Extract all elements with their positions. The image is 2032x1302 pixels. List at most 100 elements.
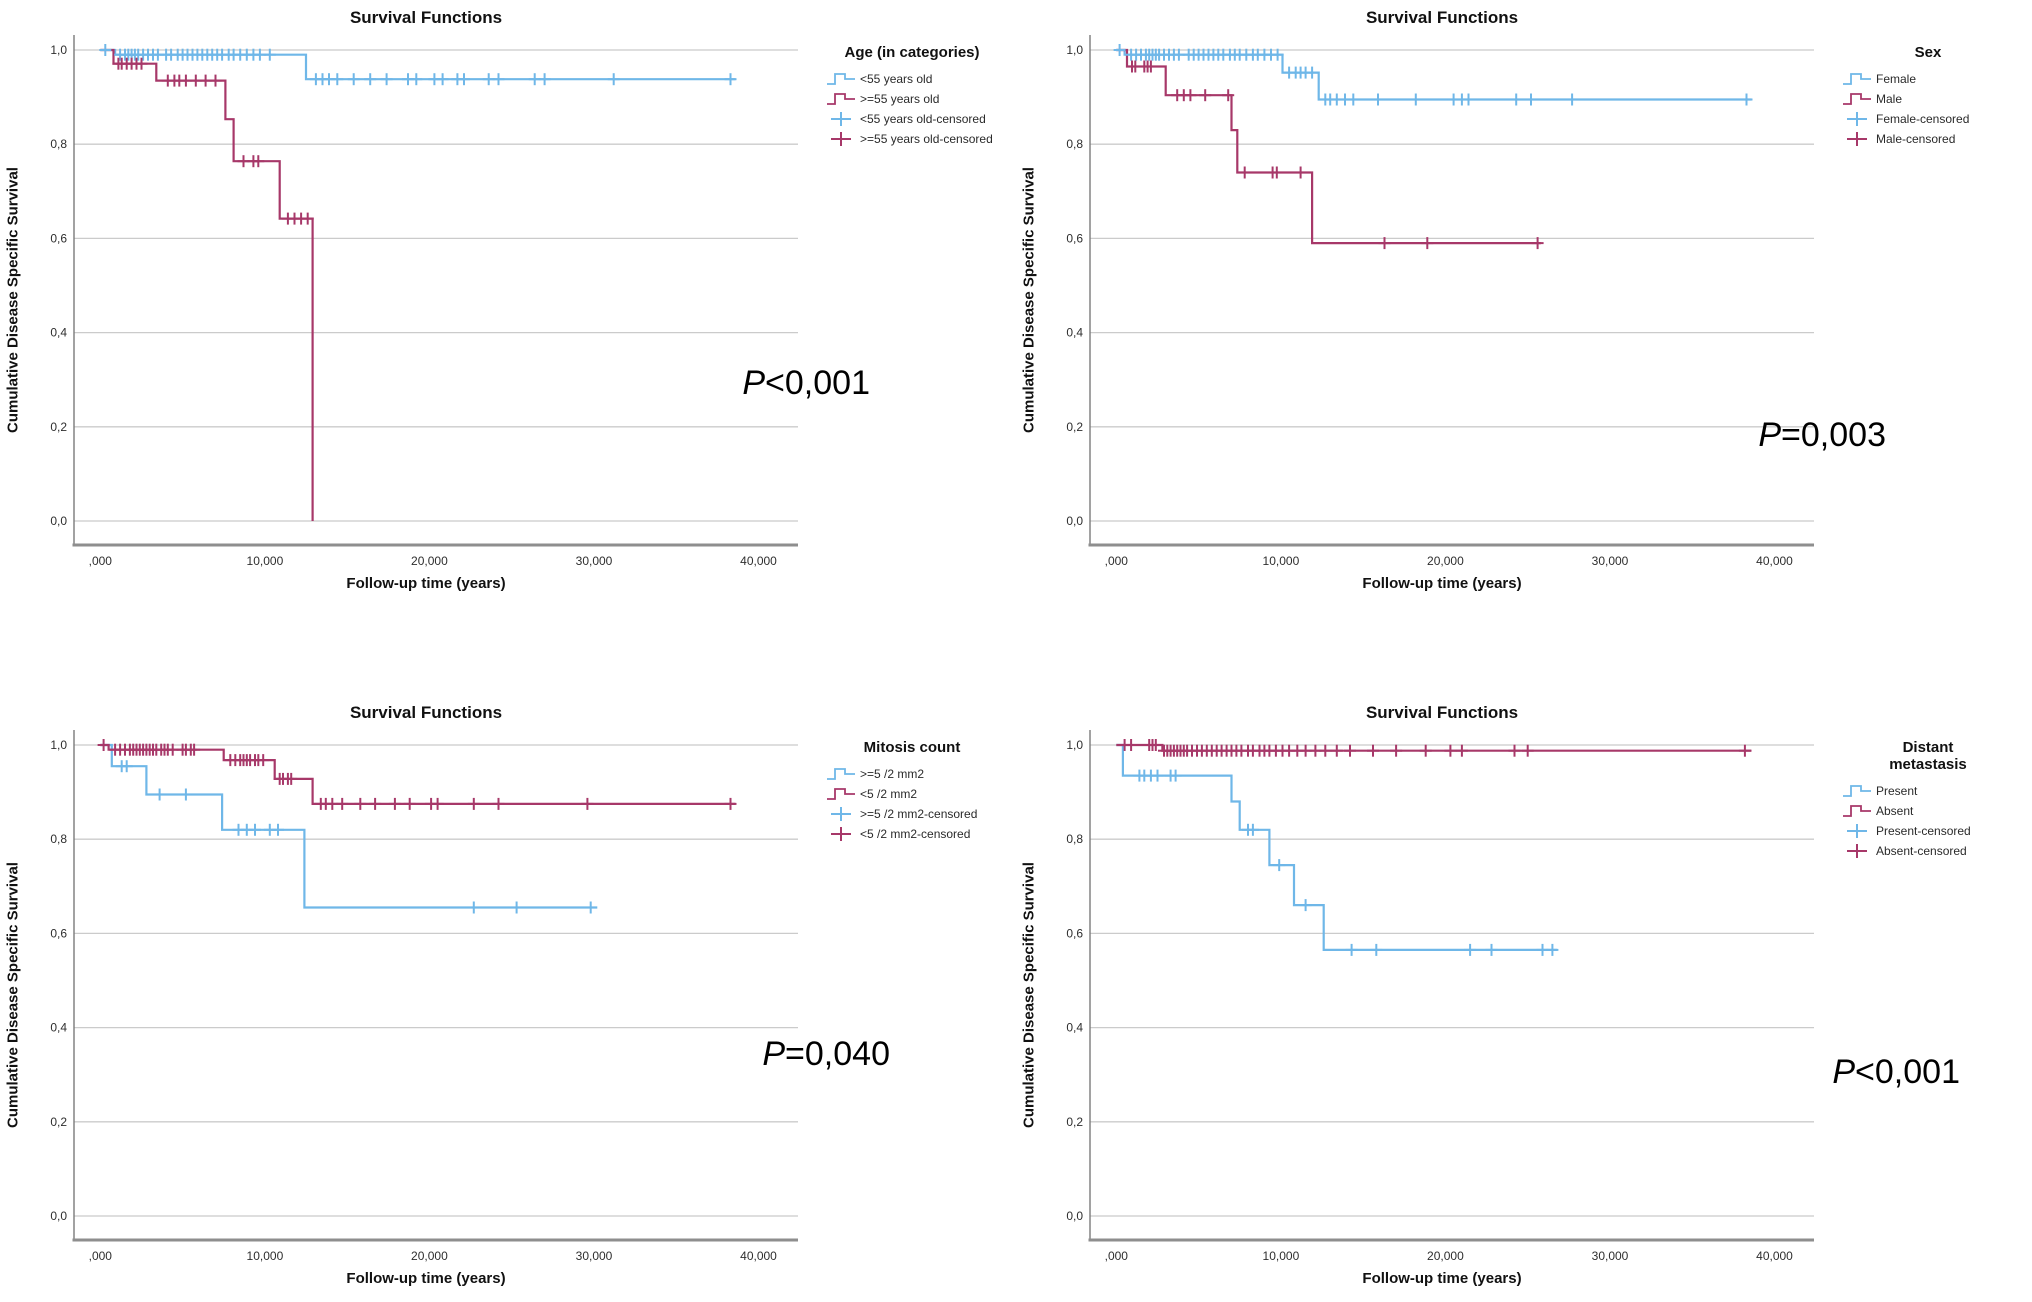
- legend-entry-label: Present-censored: [1876, 824, 1971, 838]
- legend-title: Age (in categories): [844, 44, 980, 61]
- legend-entry: <55 years old: [826, 70, 1016, 88]
- p-symbol: P: [762, 1035, 786, 1073]
- legend-entry: >=5 /2 mm2-censored: [826, 805, 1016, 823]
- svg-text:10,000: 10,000: [247, 1249, 284, 1263]
- svg-text:40,000: 40,000: [1756, 1249, 1793, 1263]
- svg-text:10,000: 10,000: [1263, 1249, 1300, 1263]
- legend-censored-plus-icon: [831, 807, 851, 821]
- x-axis-title: Follow-up time (years): [1362, 575, 1522, 592]
- x-axis-title: Follow-up time (years): [346, 1270, 506, 1287]
- legend-title: Distant metastasis: [1889, 739, 1967, 773]
- legend-entries: Present Absent Present-censored Absent-cens…: [1842, 781, 2032, 861]
- svg-text:40,000: 40,000: [740, 554, 777, 568]
- svg-text:0,4: 0,4: [50, 326, 67, 340]
- svg-text:0,2: 0,2: [50, 420, 67, 434]
- legend-censored-plus-icon: [831, 132, 851, 146]
- legend-line-icon: [1843, 93, 1871, 105]
- legend-line-icon: [827, 73, 855, 85]
- legend: Sex Female Male Female-censored Male-censor…: [1842, 28, 2032, 149]
- panel-distant-metastasis: Survival Functions Cumulative Disease Sp…: [1016, 651, 2032, 1302]
- svg-text:40,000: 40,000: [1756, 554, 1793, 568]
- legend-entry-label: <55 years old: [860, 72, 933, 86]
- chart-title: Survival Functions: [1365, 703, 1519, 722]
- svg-text:30,000: 30,000: [1592, 1249, 1629, 1263]
- legend-entries: >=5 /2 mm2 <5 /2 mm2 >=5 /2 mm2-censored <5…: [826, 764, 1016, 844]
- x-axis-title: Follow-up time (years): [1362, 1270, 1522, 1287]
- km-plot-age: 0,0 0,2 0,4 0,6 0,8 1,0 ,000 10,000 20,000 30,000…: [50, 35, 798, 568]
- legend-entry-label: Absent-censored: [1876, 844, 1967, 858]
- svg-text:0,4: 0,4: [50, 1021, 67, 1035]
- svg-text:0,2: 0,2: [50, 1115, 67, 1129]
- legend-entry-label: >=55 years old: [860, 92, 940, 106]
- svg-text:20,000: 20,000: [1427, 554, 1464, 568]
- legend-entry-label: >=5 /2 mm2: [860, 767, 925, 781]
- legend-entry-label: <5 /2 mm2: [860, 787, 918, 801]
- svg-text:30,000: 30,000: [576, 1249, 613, 1263]
- svg-text:0,6: 0,6: [1066, 926, 1083, 940]
- legend-entry-label: Present: [1876, 784, 1918, 798]
- legend: Age (in categories) <55 years old >=55 ye…: [826, 28, 1016, 149]
- p-value-text: =0,040: [785, 1035, 890, 1073]
- legend-line-icon: [1843, 805, 1871, 817]
- chart-title: Survival Functions: [1365, 8, 1519, 27]
- p-value-text: <0,001: [1855, 1053, 1960, 1091]
- legend-entry: Present: [1842, 782, 2032, 800]
- km-plot-sex: 0,0 0,2 0,4 0,6 0,8 1,0 ,000 10,000 20,000 30,000…: [1066, 35, 1814, 568]
- legend-line-icon: [827, 768, 855, 780]
- svg-text:1,0: 1,0: [50, 738, 67, 752]
- svg-text:10,000: 10,000: [247, 554, 284, 568]
- legend-entry-label: Female: [1876, 72, 1917, 86]
- legend-entry-label: >=5 /2 mm2-censored: [860, 807, 978, 821]
- p-value-annotation: P=0,003: [1758, 416, 1886, 455]
- legend-line-icon: [1843, 785, 1871, 797]
- chart-title: Survival Functions: [349, 703, 503, 722]
- legend-entry-label: Male-censored: [1876, 132, 1956, 146]
- legend-line-icon: [827, 788, 855, 800]
- plot-area: 0,0 0,2 0,4 0,6 0,8 1,0 ,000 10,000 20,000 30,000…: [26, 28, 870, 573]
- legend-entries: Female Male Female-censored Male-censored: [1842, 69, 2032, 149]
- svg-text:,000: ,000: [89, 554, 113, 568]
- p-value-annotation: P=0,040: [762, 1035, 890, 1074]
- panel-age-categories: Survival Functions Cumulative Disease Sp…: [0, 0, 1016, 651]
- legend-entry-label: Female-censored: [1876, 112, 1970, 126]
- p-value-annotation: P<0,001: [1832, 1053, 1960, 1092]
- legend-censored-plus-icon: [1847, 132, 1867, 146]
- svg-text:0,8: 0,8: [50, 832, 67, 846]
- panel-sex: Survival Functions Cumulative Disease Sp…: [1016, 0, 2032, 651]
- km-plot-metastasis: 0,0 0,2 0,4 0,6 0,8 1,0 ,000 10,000 20,000 30,000…: [1066, 730, 1814, 1263]
- plot-area: 0,0 0,2 0,4 0,6 0,8 1,0 ,000 10,000 20,000 30,000…: [26, 723, 890, 1268]
- y-axis-title: Cumulative Disease Specific Survival: [4, 167, 22, 434]
- svg-text:40,000: 40,000: [740, 1249, 777, 1263]
- p-symbol: P: [1832, 1053, 1856, 1091]
- svg-text:0,8: 0,8: [50, 137, 67, 151]
- svg-text:20,000: 20,000: [1427, 1249, 1464, 1263]
- svg-text:0,0: 0,0: [1066, 1209, 1083, 1223]
- y-axis-title: Cumulative Disease Specific Survival: [4, 862, 22, 1129]
- legend-entry-label: >=55 years old-censored: [860, 132, 993, 146]
- svg-text:20,000: 20,000: [411, 554, 448, 568]
- svg-text:0,4: 0,4: [1066, 326, 1083, 340]
- svg-text:0,2: 0,2: [1066, 420, 1083, 434]
- legend-entry: >=55 years old: [826, 90, 1016, 108]
- svg-text:0,4: 0,4: [1066, 1021, 1083, 1035]
- legend-entry: Absent-censored: [1842, 842, 2032, 860]
- p-value-text: <0,001: [765, 364, 870, 402]
- legend-line-icon: [827, 93, 855, 105]
- legend-censored-plus-icon: [831, 112, 851, 126]
- p-symbol: P: [742, 364, 766, 402]
- p-value-annotation: P<0,001: [742, 364, 870, 403]
- svg-text:0,2: 0,2: [1066, 1115, 1083, 1129]
- legend-entry-label: Male: [1876, 92, 1903, 106]
- chart-title: Survival Functions: [349, 8, 503, 27]
- legend-entry-label: <5 /2 mm2-censored: [860, 827, 971, 841]
- svg-text:0,6: 0,6: [50, 231, 67, 245]
- legend-censored-plus-icon: [1847, 824, 1867, 838]
- svg-text:0,8: 0,8: [1066, 832, 1083, 846]
- svg-text:0,8: 0,8: [1066, 137, 1083, 151]
- legend-entry: Female-censored: [1842, 110, 2032, 128]
- legend-entry: <5 /2 mm2: [826, 785, 1016, 803]
- legend-entry-label: <55 years old-censored: [860, 112, 986, 126]
- svg-text:0,6: 0,6: [1066, 231, 1083, 245]
- legend-entry-label: Absent: [1876, 804, 1914, 818]
- svg-text:0,0: 0,0: [1066, 514, 1083, 528]
